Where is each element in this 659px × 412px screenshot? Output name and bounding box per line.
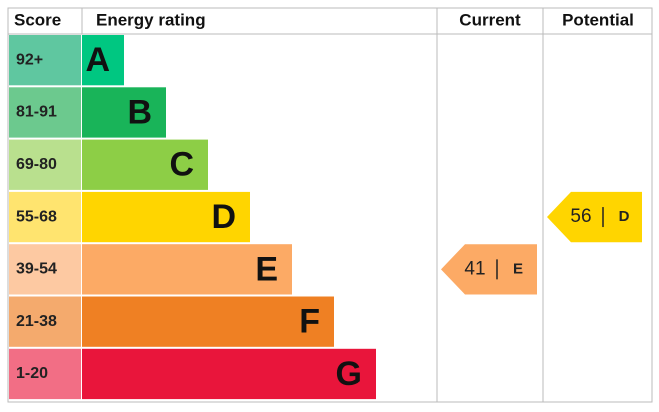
band-bar: [82, 87, 166, 138]
current-score: 41: [464, 258, 485, 279]
band-letter: D: [211, 198, 236, 236]
band-bar: [82, 191, 250, 243]
potential-rating: D: [619, 208, 630, 225]
score-cell: [9, 139, 81, 190]
header-score: Score: [14, 10, 61, 29]
current-arrow: [441, 244, 537, 295]
band-bar: [82, 35, 124, 86]
score-cell: [9, 35, 81, 86]
band-letter: B: [127, 93, 152, 131]
frame: [7, 7, 653, 403]
band-letter: C: [169, 146, 194, 184]
score-range: 92+: [16, 51, 43, 68]
score-range: 69-80: [16, 156, 57, 173]
score-range: 55-68: [16, 208, 57, 225]
header-current: Current: [459, 10, 521, 29]
potential-arrow: [547, 191, 642, 243]
score-cell: [9, 87, 81, 138]
band-letter: A: [85, 41, 110, 79]
band-letter: E: [255, 250, 278, 288]
band-letter: G: [336, 355, 362, 393]
score-range: 1-20: [16, 365, 48, 382]
potential-score: 56: [570, 206, 591, 227]
score-range: 21-38: [16, 313, 57, 330]
current-rating: E: [513, 260, 523, 277]
score-range: 39-54: [16, 261, 57, 278]
score-cell: [9, 244, 81, 295]
score-range: 81-91: [16, 104, 57, 121]
header-potential: Potential: [562, 10, 634, 29]
band-bar: [82, 244, 292, 295]
header-rating: Energy rating: [96, 10, 206, 29]
score-cell: [9, 191, 81, 243]
score-cell: [9, 348, 81, 400]
band-letter: F: [299, 303, 320, 341]
band-bar: [82, 139, 208, 190]
band-bar: [82, 348, 376, 400]
score-cell: [9, 296, 81, 347]
band-bar: [82, 296, 334, 347]
